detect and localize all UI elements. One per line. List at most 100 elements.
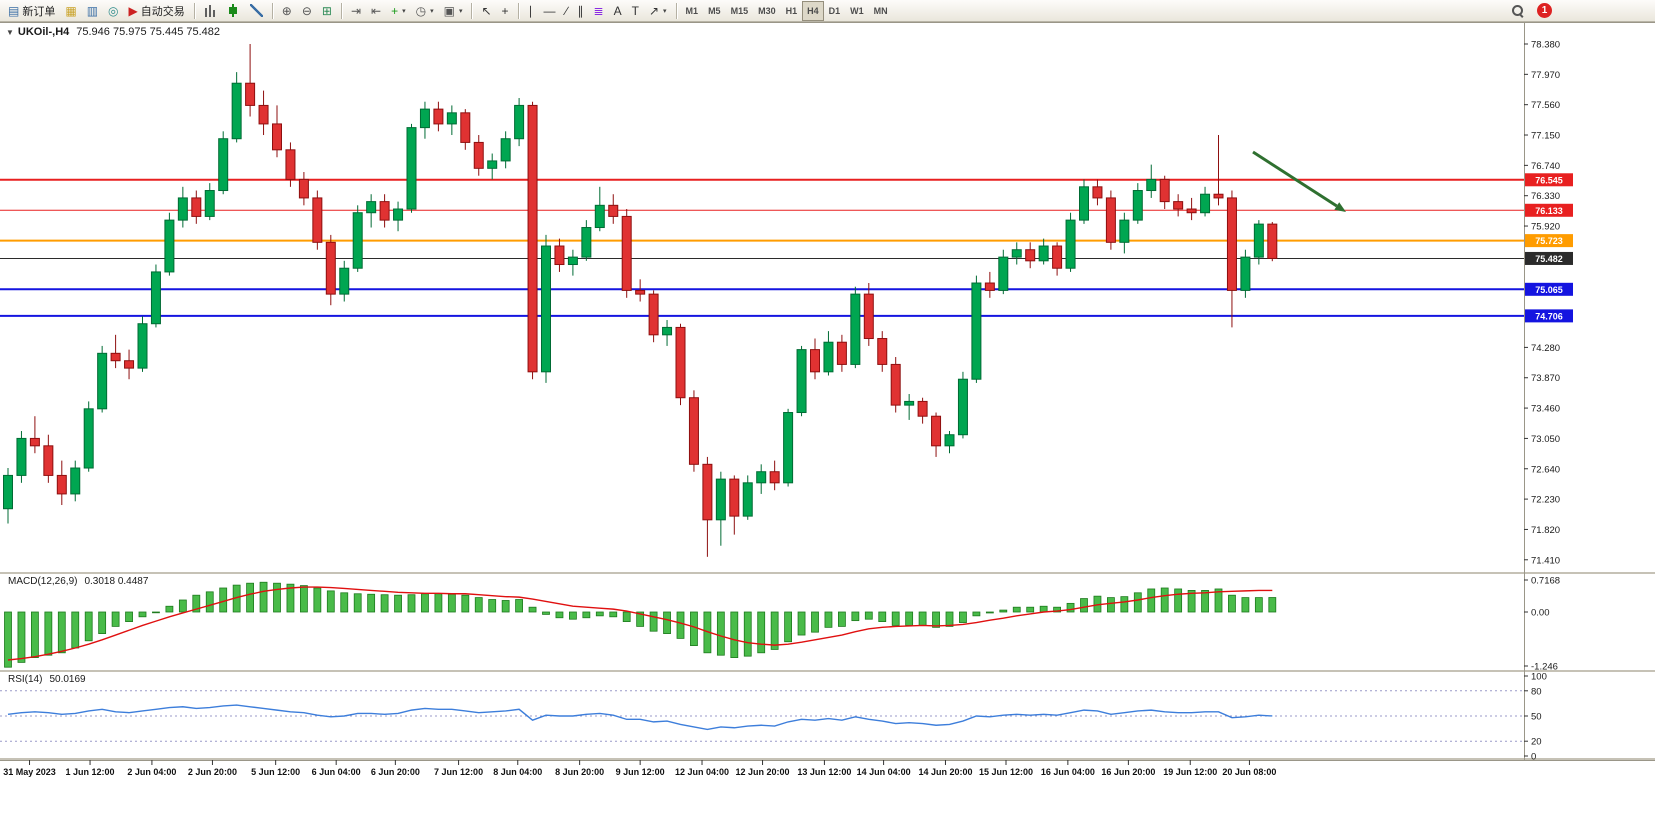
chart-frame — [0, 22, 1655, 761]
svg-text:50: 50 — [1531, 712, 1542, 723]
line-chart-icon — [249, 4, 263, 17]
vertical-line-button[interactable]: ∣ — [523, 1, 539, 21]
svg-text:72.230: 72.230 — [1531, 495, 1560, 506]
market-watch-button[interactable]: ▦ — [60, 1, 81, 21]
zoom-in-button-icon: ⊕ — [281, 3, 292, 18]
svg-text:2 Jun 04:00: 2 Jun 04:00 — [127, 767, 176, 777]
cursor-button-icon: ↖ — [481, 3, 492, 18]
macd-signal-line — [7, 586, 1273, 661]
new-order-button-label: 新订单 — [22, 5, 56, 18]
svg-text:76.545: 76.545 — [1535, 175, 1563, 185]
timeframe-m30-button[interactable]: M30 — [753, 1, 781, 21]
price-tags: 76.545 76.133 75.723 75.482 75.065 74.706 — [1525, 173, 1573, 323]
timeframe-mn-button[interactable]: MN — [869, 1, 893, 21]
toolbar: ▤ 新订单 ▦ ▥ ◎ ▶ 自动交易 ⊕ ⊖ ⊞ ⇥ ⇤ + ▾ ◷ ▾ ▣ ▾ ↖ + ∣ — ∕ ∥ ≣ A T ↗ ▾ M1 M5 M1… — [0, 0, 1655, 22]
autotrade-button[interactable]: ▶ 自动交易 — [124, 1, 190, 21]
price-axis[interactable]: 78.380 77.970 77.560 77.150 76.740 76.330 75.9… — [1524, 40, 1560, 567]
timeframe-h4-button-label: H4 — [807, 5, 819, 16]
svg-text:15 Jun 12:00: 15 Jun 12:00 — [979, 767, 1033, 777]
svg-text:74.280: 74.280 — [1531, 343, 1560, 354]
tile-windows-button[interactable]: ⊞ — [317, 1, 337, 21]
svg-text:72.640: 72.640 — [1531, 464, 1560, 475]
line-chart-button[interactable] — [245, 1, 268, 21]
autotrade-button-label: 自动交易 — [140, 5, 185, 18]
svg-text:75.920: 75.920 — [1531, 222, 1560, 233]
text-label-button[interactable]: T — [627, 1, 644, 21]
auto-scroll-button[interactable]: ⇥ — [346, 1, 366, 21]
dropdown-arrow-icon: ▾ — [663, 7, 667, 15]
toolbar-separator — [517, 2, 519, 19]
fibonacci-button[interactable]: ≣ — [589, 1, 609, 21]
zoom-in-button[interactable]: ⊕ — [277, 1, 297, 21]
toolbar-separator — [193, 2, 195, 19]
candlestick-icon — [226, 4, 240, 17]
svg-text:2 Jun 20:00: 2 Jun 20:00 — [188, 767, 237, 777]
svg-text:75.723: 75.723 — [1535, 236, 1563, 246]
dropdown-arrow-icon: ▾ — [430, 7, 434, 15]
svg-text:0.7168: 0.7168 — [1531, 576, 1560, 587]
toolbar-separator — [675, 2, 677, 19]
trendline-button[interactable]: ∕ — [561, 1, 573, 21]
indicators-button[interactable]: + ▾ — [386, 1, 411, 21]
svg-text:14 Jun 04:00: 14 Jun 04:00 — [857, 767, 911, 777]
svg-text:0.00: 0.00 — [1531, 608, 1550, 619]
timeframe-m30-button-label: M30 — [758, 5, 776, 16]
arrows-button-icon: ↗ — [648, 3, 660, 18]
data-window-button[interactable]: ▥ — [82, 1, 103, 21]
bar-chart-button[interactable] — [199, 1, 222, 21]
timeframe-h1-button[interactable]: H1 — [781, 1, 803, 21]
autotrade-button-icon: ▶ — [128, 3, 138, 18]
arrows-button[interactable]: ↗ ▾ — [644, 1, 672, 21]
new-order-button[interactable]: ▤ 新订单 — [3, 1, 60, 21]
svg-text:78.380: 78.380 — [1531, 40, 1560, 51]
crosshair-button[interactable]: + — [497, 1, 514, 21]
text-label-button-icon: T — [631, 3, 639, 18]
notifications-badge[interactable]: 1 — [1537, 3, 1552, 18]
macd-panel: 0.7168 0.00 -1.246 — [4, 576, 1560, 673]
svg-text:12 Jun 04:00: 12 Jun 04:00 — [675, 767, 729, 777]
trend-arrow-annotation[interactable] — [1252, 150, 1346, 212]
dropdown-arrow-icon: ▾ — [458, 7, 463, 15]
periods-button-icon: ◷ — [415, 3, 427, 18]
templates-button[interactable]: ▣ ▾ — [439, 1, 468, 21]
time-axis[interactable]: 31 May 2023 1 Jun 12:00 2 Jun 04:00 2 Jun 2… — [3, 760, 1276, 777]
cursor-button[interactable]: ↖ — [476, 1, 496, 21]
periods-button[interactable]: ◷ ▾ — [411, 1, 439, 21]
zoom-out-button-icon: ⊖ — [301, 3, 312, 18]
navigator-button[interactable]: ◎ — [103, 1, 123, 21]
timeframe-m15-button-label: M15 — [730, 5, 749, 16]
channel-button[interactable]: ∥ — [573, 1, 589, 21]
svg-text:73.870: 73.870 — [1531, 373, 1560, 384]
svg-text:71.410: 71.410 — [1531, 555, 1560, 566]
svg-text:77.560: 77.560 — [1531, 100, 1560, 111]
horizontal-lines[interactable] — [0, 178, 1524, 317]
svg-text:8 Jun 04:00: 8 Jun 04:00 — [493, 767, 542, 777]
svg-text:13 Jun 12:00: 13 Jun 12:00 — [797, 767, 851, 777]
chart-title: ▼ UKOil-,H4 75.946 75.975 75.445 75.482 — [6, 26, 220, 38]
timeframe-m1-button[interactable]: M1 — [681, 1, 704, 21]
rsi-value: 50.0169 — [49, 674, 86, 685]
timeframe-m15-button[interactable]: M15 — [726, 1, 754, 21]
svg-text:80: 80 — [1531, 686, 1542, 697]
window-menu-icon[interactable]: ▼ — [6, 28, 14, 37]
horizontal-line-button[interactable]: — — [539, 1, 561, 21]
text-button[interactable]: A — [609, 1, 627, 21]
svg-text:71.820: 71.820 — [1531, 525, 1560, 536]
rsi-line — [7, 704, 1273, 731]
symbol-period-label: UKOil-,H4 — [17, 26, 70, 38]
zoom-out-button[interactable]: ⊖ — [297, 1, 317, 21]
bar-chart-icon — [203, 4, 217, 17]
timeframe-m5-button[interactable]: M5 — [703, 1, 726, 21]
indicators-button-icon: + — [391, 3, 399, 18]
timeframe-d1-button[interactable]: D1 — [824, 1, 846, 21]
timeframe-h4-button[interactable]: H4 — [802, 0, 824, 21]
search-button[interactable] — [1506, 1, 1529, 21]
navigator-button-icon: ◎ — [108, 3, 119, 18]
chart-shift-button[interactable]: ⇤ — [366, 1, 386, 21]
candlestick-chart-button[interactable] — [222, 1, 245, 21]
timeframe-w1-button[interactable]: W1 — [845, 1, 869, 21]
timeframe-w1-button-label: W1 — [850, 5, 864, 16]
timeframe-d1-button-label: D1 — [828, 5, 841, 16]
channel-button-icon: ∥ — [577, 3, 584, 18]
